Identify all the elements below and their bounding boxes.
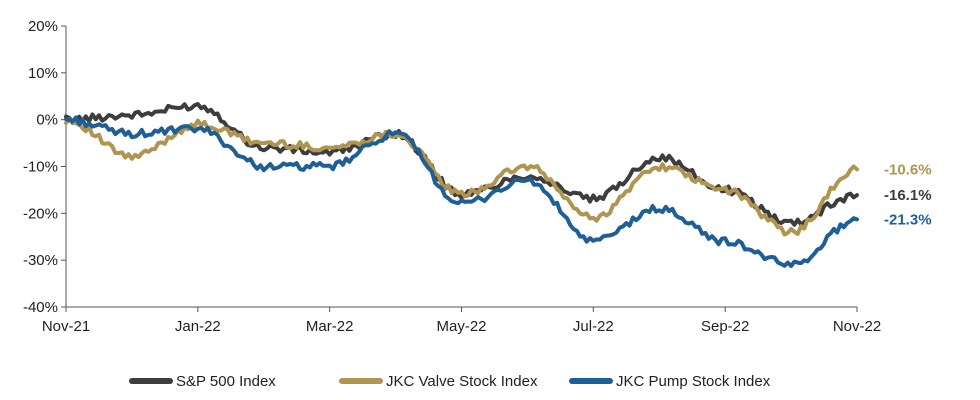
series-line-s-p-500-index <box>64 102 859 227</box>
series-line-jkc-pump-stock-index <box>64 115 859 268</box>
x-tick-label: Jul-22 <box>573 318 614 335</box>
x-tick-label: Nov-21 <box>42 318 90 335</box>
x-tick-label: Sep-22 <box>701 318 749 335</box>
legend-label: S&P 500 Index <box>176 373 276 390</box>
legend-label: JKC Valve Stock Index <box>386 373 538 390</box>
end-value-label: -16.1% <box>884 187 932 204</box>
series-line-jkc-valve-stock-index <box>64 117 859 237</box>
x-tick-label: Nov-22 <box>833 318 881 335</box>
y-tick-label: -40% <box>23 299 58 316</box>
end-value-label: -21.3% <box>884 211 932 228</box>
x-tick-label: Jan-22 <box>175 318 221 335</box>
y-tick-label: -20% <box>23 205 58 222</box>
end-value-label: -10.6% <box>884 161 932 178</box>
x-tick-label: Mar-22 <box>306 318 354 335</box>
y-tick-label: 20% <box>28 18 58 35</box>
y-tick-label: -10% <box>23 159 58 176</box>
y-tick-label: -30% <box>23 252 58 269</box>
x-tick-label: May-22 <box>436 318 486 335</box>
legend-label: JKC Pump Stock Index <box>616 373 771 390</box>
y-tick-label: 0% <box>36 112 58 129</box>
y-tick-label: 10% <box>28 65 58 82</box>
